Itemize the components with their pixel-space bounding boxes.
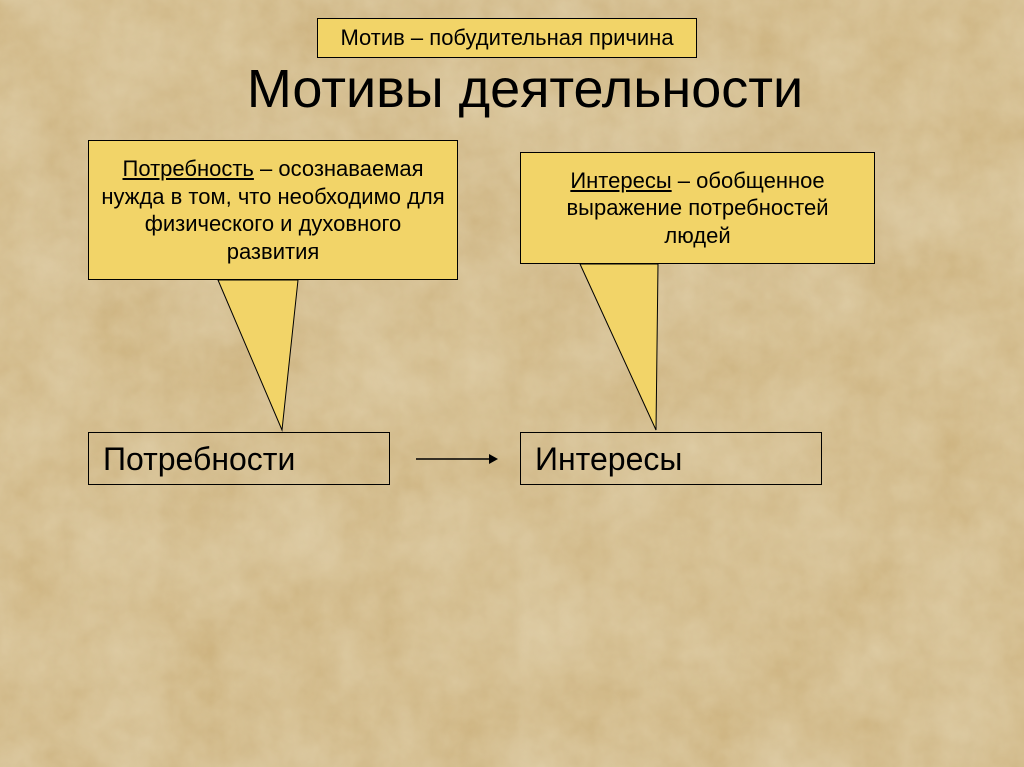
arrow [0,0,1024,767]
slide: Мотивы деятельности Мотив – побудительна… [0,0,1024,767]
